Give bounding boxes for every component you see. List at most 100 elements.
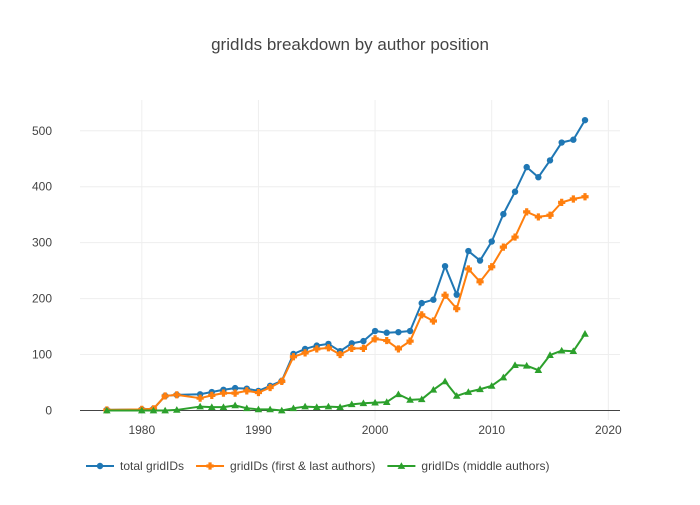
data-point (569, 195, 577, 203)
data-point (196, 402, 204, 410)
data-point (173, 406, 181, 413)
data-point (394, 390, 403, 398)
data-point (418, 311, 426, 319)
data-point (219, 389, 228, 397)
data-point (499, 243, 507, 251)
data-point (103, 406, 111, 414)
legend-label: total gridIDs (120, 459, 184, 473)
chart-title: gridIds breakdown by author position (211, 35, 489, 54)
data-point (464, 265, 472, 273)
series-line (106, 333, 586, 412)
data-point (511, 233, 519, 241)
series-layer (103, 116, 589, 414)
series-1 (103, 116, 589, 414)
legend-label: gridIDs (first & last authors) (230, 459, 375, 473)
data-point (359, 399, 368, 407)
data-point (569, 347, 578, 355)
legend-item-3[interactable]: gridIDs (middle authors) (387, 459, 549, 473)
data-point (149, 406, 158, 414)
data-point (570, 136, 577, 143)
data-point (161, 406, 169, 414)
data-point (254, 388, 263, 397)
data-point (371, 327, 379, 335)
data-point (208, 391, 216, 399)
legend-swatch-marker (206, 462, 214, 470)
data-point (348, 344, 356, 352)
data-point (266, 405, 274, 413)
y-tick-label: 300 (32, 236, 52, 250)
data-point (207, 403, 216, 410)
data-point (312, 403, 321, 410)
x-tick-label: 1980 (128, 423, 155, 437)
data-point (546, 211, 554, 219)
series-3 (103, 330, 589, 414)
data-point (324, 344, 333, 352)
data-point (371, 398, 379, 406)
data-point (500, 210, 507, 218)
data-point (278, 377, 286, 385)
data-point (161, 392, 169, 400)
data-point (557, 346, 566, 354)
legend-item-1[interactable]: total gridIDs (86, 459, 184, 473)
data-point (581, 330, 589, 337)
data-point (219, 403, 228, 410)
data-point (476, 385, 484, 393)
data-point (487, 382, 496, 389)
data-point (464, 388, 473, 395)
y-tick-label: 100 (32, 348, 52, 362)
data-point (581, 116, 589, 124)
data-point (546, 351, 554, 358)
data-point (452, 392, 461, 399)
axis-layer: 1980 1990 2000 2010 2020 0 100 200 300 400 500 (32, 124, 622, 437)
data-point (406, 337, 414, 345)
data-point (383, 336, 391, 345)
data-point (453, 291, 460, 298)
data-point (266, 383, 274, 392)
data-point (430, 296, 437, 303)
data-point (301, 349, 309, 357)
data-point (301, 402, 309, 410)
data-point (453, 305, 461, 313)
data-point (417, 395, 426, 403)
data-point (406, 327, 414, 335)
legend-label: gridIDs (middle authors) (421, 459, 549, 473)
data-point (289, 353, 298, 361)
data-point (488, 238, 495, 245)
data-point (336, 350, 344, 359)
data-point (394, 345, 403, 353)
series-2 (103, 193, 589, 414)
data-point (523, 163, 530, 171)
y-tick-label: 200 (32, 292, 52, 306)
data-point (382, 398, 391, 405)
data-point (476, 278, 484, 286)
data-point (231, 389, 239, 397)
data-point (138, 406, 146, 414)
y-tick-label: 400 (32, 180, 52, 194)
data-point (534, 366, 543, 374)
y-tick-label: 0 (45, 403, 52, 417)
data-point (558, 198, 566, 206)
data-point (429, 385, 438, 393)
data-point (535, 174, 542, 181)
legend[interactable]: total gridIDs gridIDs (first & last autho… (86, 459, 549, 473)
data-point (371, 335, 379, 343)
data-point (336, 403, 344, 410)
data-point (581, 193, 589, 201)
legend-item-2[interactable]: gridIDs (first & last authors) (196, 459, 375, 473)
data-point (313, 345, 321, 353)
data-point (429, 317, 437, 325)
data-point (441, 291, 449, 299)
data-point (359, 344, 368, 352)
x-tick-label: 2000 (362, 423, 389, 437)
data-point (383, 329, 390, 336)
data-point (441, 377, 449, 385)
data-point (347, 400, 356, 408)
data-point (196, 394, 204, 402)
data-point (242, 404, 251, 412)
data-point (277, 406, 286, 414)
data-point (243, 387, 251, 395)
x-tick-label: 1990 (245, 423, 272, 437)
data-point (289, 404, 298, 412)
x-tick-label: 2010 (478, 423, 505, 437)
